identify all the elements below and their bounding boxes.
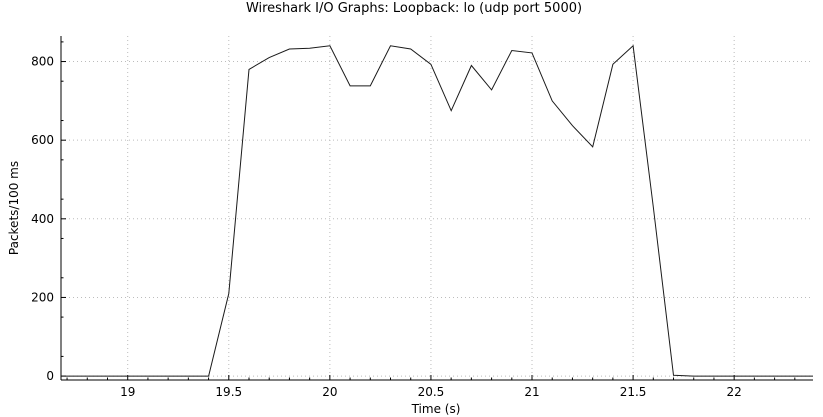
y-tick-label: 600 xyxy=(31,133,54,147)
y-axis-label: Packets/100 ms xyxy=(7,161,21,255)
tick-labels: 19 19.5 20 20.5 21 21.5 22 0 200 400 600 800 xyxy=(31,55,742,399)
x-tick-label: 19 xyxy=(120,385,135,399)
x-tick-label: 20 xyxy=(322,385,337,399)
series-line xyxy=(61,44,813,377)
x-tick-label: 20.5 xyxy=(418,385,445,399)
series-layer xyxy=(61,44,813,377)
grid-lines xyxy=(61,36,813,380)
chart-title: Wireshark I/O Graphs: Loopback: lo (udp … xyxy=(246,1,582,16)
x-axis-label: Time (s) xyxy=(411,402,461,416)
axes xyxy=(60,36,813,381)
x-tick-label: 19.5 xyxy=(215,385,242,399)
y-tick-label: 400 xyxy=(31,212,54,226)
y-tick-label: 0 xyxy=(46,369,54,383)
x-tick-label: 21.5 xyxy=(620,385,647,399)
x-tick-label: 22 xyxy=(727,385,742,399)
x-tick-label: 21 xyxy=(524,385,539,399)
y-tick-label: 200 xyxy=(31,290,54,304)
y-tick-label: 800 xyxy=(31,55,54,69)
